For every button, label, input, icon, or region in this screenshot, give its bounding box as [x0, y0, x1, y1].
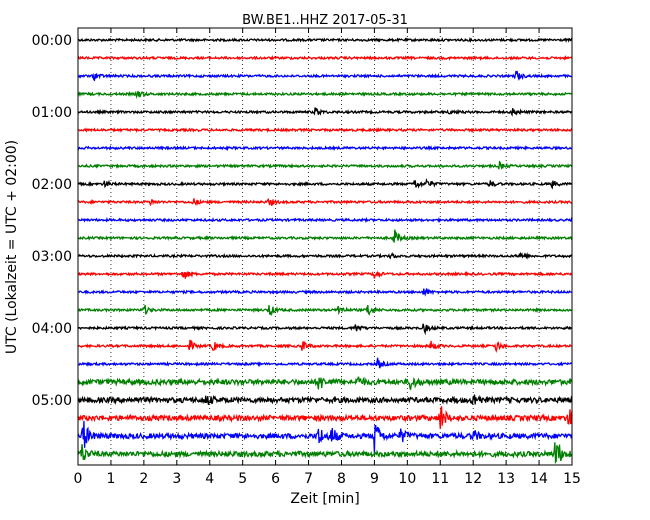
- chart-title: BW.BE1..HHZ 2017-05-31: [242, 13, 408, 28]
- trace-0015: [77, 55, 573, 61]
- x-tick-label: 5: [238, 471, 247, 487]
- trace-0100: [77, 107, 573, 117]
- x-tick-group: 0 1 2 3 4 5 6 7 8 9 10 11 12 13 14 15: [74, 28, 581, 487]
- y-tick-label: 05:00: [32, 393, 72, 409]
- x-tick-label: 12: [464, 471, 482, 487]
- trace-0045: [77, 90, 573, 100]
- y-tick-label: 00:00: [32, 33, 72, 49]
- trace-0030: [77, 70, 573, 82]
- trace-0145: [77, 160, 573, 171]
- trace-0200: [77, 177, 573, 190]
- y-tick-label: 01:00: [32, 105, 72, 121]
- x-tick-label: 8: [337, 471, 346, 487]
- trace-group: [77, 36, 573, 465]
- trace-0445: [77, 376, 573, 390]
- y-tick-label: 03:00: [32, 249, 72, 265]
- trace-0230: [77, 216, 573, 224]
- grid-lines: [110, 28, 540, 465]
- trace-0115: [77, 127, 573, 133]
- trace-0000: [77, 36, 573, 43]
- trace-0245: [77, 229, 573, 243]
- x-tick-label: 6: [271, 471, 280, 487]
- trace-0300: [77, 251, 573, 260]
- y-tick-label: 02:00: [32, 177, 72, 193]
- x-tick-label: 15: [563, 471, 581, 487]
- x-axis-label: Zeit [min]: [290, 491, 359, 507]
- trace-0430: [77, 357, 573, 369]
- trace-0530: [77, 420, 573, 454]
- trace-0130: [77, 144, 573, 152]
- x-tick-label: 0: [74, 471, 83, 487]
- trace-0515: [77, 406, 573, 429]
- x-tick-label: 10: [398, 471, 416, 487]
- trace-0500: [77, 394, 573, 406]
- x-tick-label: 13: [497, 471, 515, 487]
- trace-0315: [77, 270, 573, 279]
- trace-0330: [77, 287, 573, 297]
- x-tick-label: 3: [172, 471, 181, 487]
- trace-0545: [77, 442, 573, 465]
- trace-0345: [77, 304, 573, 317]
- trace-0415: [77, 339, 573, 353]
- x-tick-label: 4: [205, 471, 214, 487]
- y-axis-label: UTC (Lokalzeit = UTC + 02:00): [4, 140, 20, 354]
- trace-0215: [77, 197, 573, 207]
- x-tick-label: 1: [106, 471, 115, 487]
- y-tick-label: 04:00: [32, 321, 72, 337]
- plot-frame: [77, 27, 573, 466]
- x-tick-label: 2: [139, 471, 148, 487]
- y-tick-group: 00:00 01:00 02:00 03:00 04:00 05:00: [32, 33, 572, 409]
- x-tick-label: 9: [370, 471, 379, 487]
- trace-0400: [77, 323, 573, 336]
- x-tick-label: 11: [431, 471, 449, 487]
- x-tick-label: 14: [530, 471, 548, 487]
- x-tick-label: 7: [304, 471, 313, 487]
